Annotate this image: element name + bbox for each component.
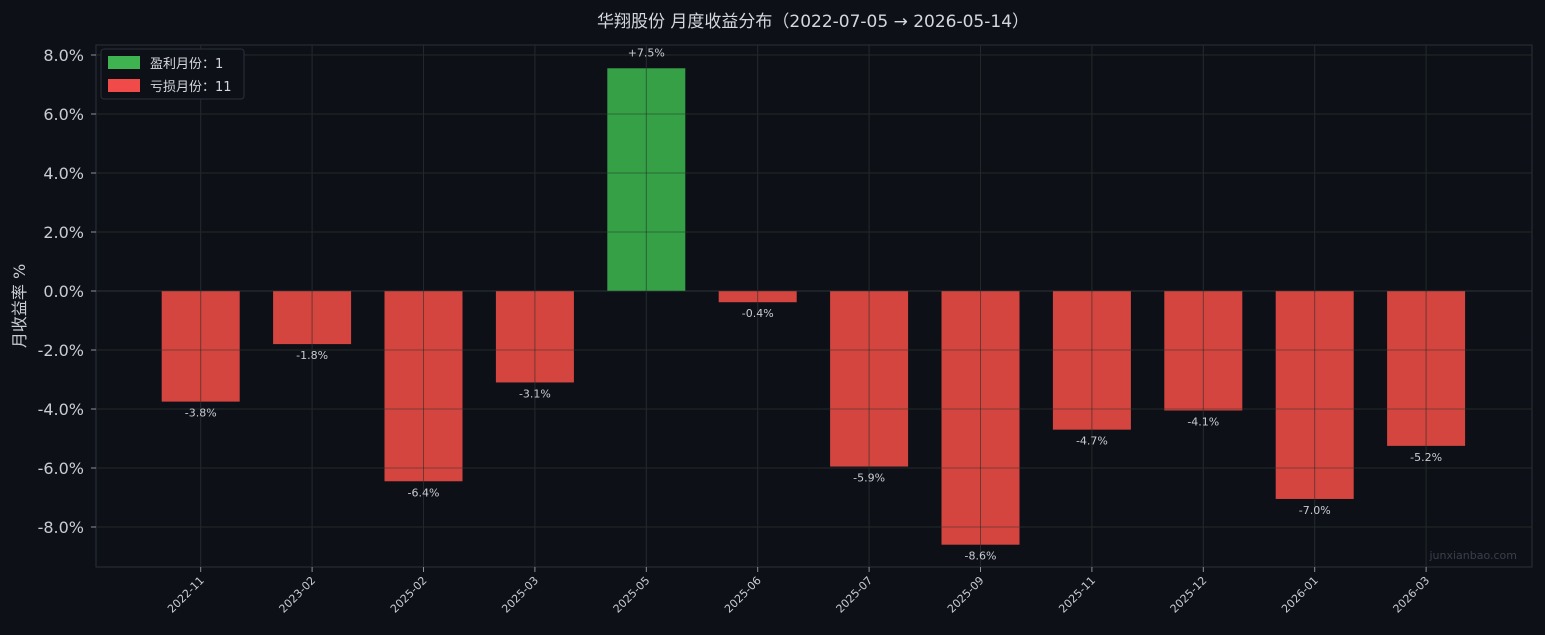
x-tick-label: 2025-11 — [1056, 574, 1098, 616]
x-tick-label: 2025-05 — [611, 574, 653, 616]
data-label: -6.4% — [408, 486, 440, 499]
legend-label-loss: 亏损月份：11 — [150, 80, 232, 95]
x-tick-label: 2026-01 — [1279, 574, 1321, 616]
data-label: -5.9% — [853, 472, 885, 485]
legend: 盈利月份：1 亏损月份：11 — [100, 48, 245, 100]
x-tick-label: 2025-03 — [499, 574, 541, 616]
watermark: junxianbao.com — [1428, 549, 1517, 562]
data-label: -7.0% — [1299, 504, 1331, 517]
y-tick-label: 6.0% — [43, 105, 84, 124]
x-tick-label: 2025-06 — [722, 574, 764, 616]
x-tick-label: 2025-07 — [834, 574, 876, 616]
y-tick-label: 2.0% — [43, 223, 84, 242]
y-tick-label: 4.0% — [43, 164, 84, 183]
chart-title: 华翔股份 月度收益分布（2022-07-05 → 2026-05-14） — [597, 12, 1029, 32]
data-label: -4.7% — [1076, 435, 1108, 448]
y-tick-label: 8.0% — [43, 46, 84, 65]
data-labels: -3.8% -1.8% -6.4% -3.1% +7.5% -0.4% -5.9% -8.6%… — [185, 46, 1442, 562]
data-label: -3.8% — [185, 407, 217, 420]
y-axis-label: 月收益率 % — [10, 264, 29, 348]
y-tick-label: -2.0% — [38, 341, 84, 360]
x-tick-label: 2025-02 — [388, 574, 430, 616]
y-axis-ticks: 8.0% 6.0% 4.0% 2.0% 0.0% -2.0% -4.0% -6.0% -8.0% — [38, 46, 96, 537]
y-tick-label: 0.0% — [43, 282, 84, 301]
y-tick-label: -4.0% — [38, 400, 84, 419]
legend-swatch-profit — [108, 56, 140, 69]
data-label: -5.2% — [1410, 451, 1442, 464]
legend-label-profit: 盈利月份：1 — [150, 57, 223, 72]
x-tick-label: 2022-11 — [165, 574, 207, 616]
x-tick-label: 2025-12 — [1168, 574, 1210, 616]
x-tick-label: 2023-02 — [277, 574, 319, 616]
x-tick-label: 2026-03 — [1391, 574, 1433, 616]
data-label: -1.8% — [296, 349, 328, 362]
x-tick-label: 2025-09 — [945, 574, 987, 616]
y-tick-label: -8.0% — [38, 518, 84, 537]
grid-overlay — [96, 45, 1532, 567]
data-label: -3.1% — [519, 387, 551, 400]
data-label: -4.1% — [1187, 415, 1219, 428]
data-label: +7.5% — [628, 46, 665, 59]
data-label: -0.4% — [742, 307, 774, 320]
x-axis-ticks: 2022-11 2023-02 2025-02 2025-03 2025-05 2025-… — [165, 567, 1432, 616]
y-tick-label: -6.0% — [38, 459, 84, 478]
legend-swatch-loss — [108, 79, 140, 92]
data-label: -8.6% — [965, 550, 997, 563]
